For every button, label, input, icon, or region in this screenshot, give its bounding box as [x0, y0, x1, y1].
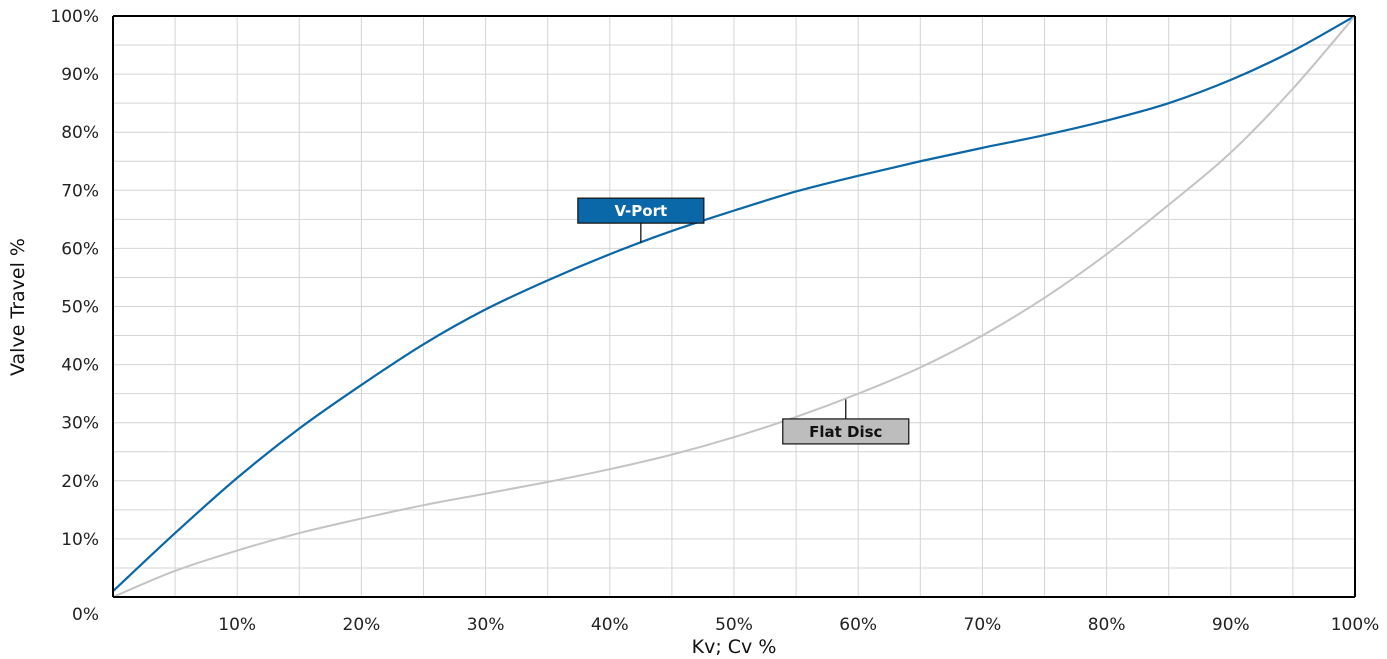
annotation-label-flat-disc: Flat Disc: [809, 423, 882, 441]
x-tick-label: 60%: [839, 615, 877, 635]
y-tick-label: 60%: [61, 239, 99, 259]
y-tick-label: 50%: [61, 298, 99, 318]
y-tick-label: 80%: [61, 123, 99, 143]
x-axis-title: Kv; Cv %: [692, 636, 777, 658]
annotation-label-v-port: V-Port: [615, 202, 668, 220]
y-tick-label: 30%: [61, 414, 99, 434]
x-tick-label: 90%: [1212, 615, 1250, 635]
y-tick-label: 100%: [50, 7, 99, 27]
annotation-box-flat-disc: [782, 418, 910, 445]
series-line-v-port: [112, 15, 1356, 592]
plot-frame: [112, 15, 1356, 598]
x-tick-label: 20%: [343, 615, 381, 635]
y-tick-label: 10%: [61, 530, 99, 550]
grid-lines: [112, 15, 1356, 598]
y-tick-labels: 0% 10% 20% 30% 40% 50% 60% 70% 80% 90% 100%: [50, 7, 99, 625]
y-tick-label: 20%: [61, 472, 99, 492]
y-tick-label: 70%: [61, 181, 99, 201]
series-annotations: V-Port Flat Disc: [577, 197, 910, 445]
y-tick-label: 40%: [61, 356, 99, 376]
x-tick-labels: 10% 20% 30% 40% 50% 60% 70% 80% 90% 100%: [218, 615, 1379, 635]
y-tick-label: 90%: [61, 65, 99, 85]
x-tick-label: 70%: [964, 615, 1002, 635]
y-tick-label: 0%: [72, 605, 99, 625]
x-tick-label: 40%: [591, 615, 629, 635]
x-tick-label: 50%: [715, 615, 753, 635]
x-tick-label: 80%: [1088, 615, 1126, 635]
series-line-flat-disc: [112, 15, 1356, 598]
y-axis-title: Valve Travel %: [7, 238, 29, 376]
series-lines: [112, 15, 1356, 598]
x-tick-label: 100%: [1331, 615, 1380, 635]
x-tick-label: 30%: [467, 615, 505, 635]
x-tick-label: 10%: [218, 615, 256, 635]
annotation-box-v-port: [577, 197, 705, 224]
